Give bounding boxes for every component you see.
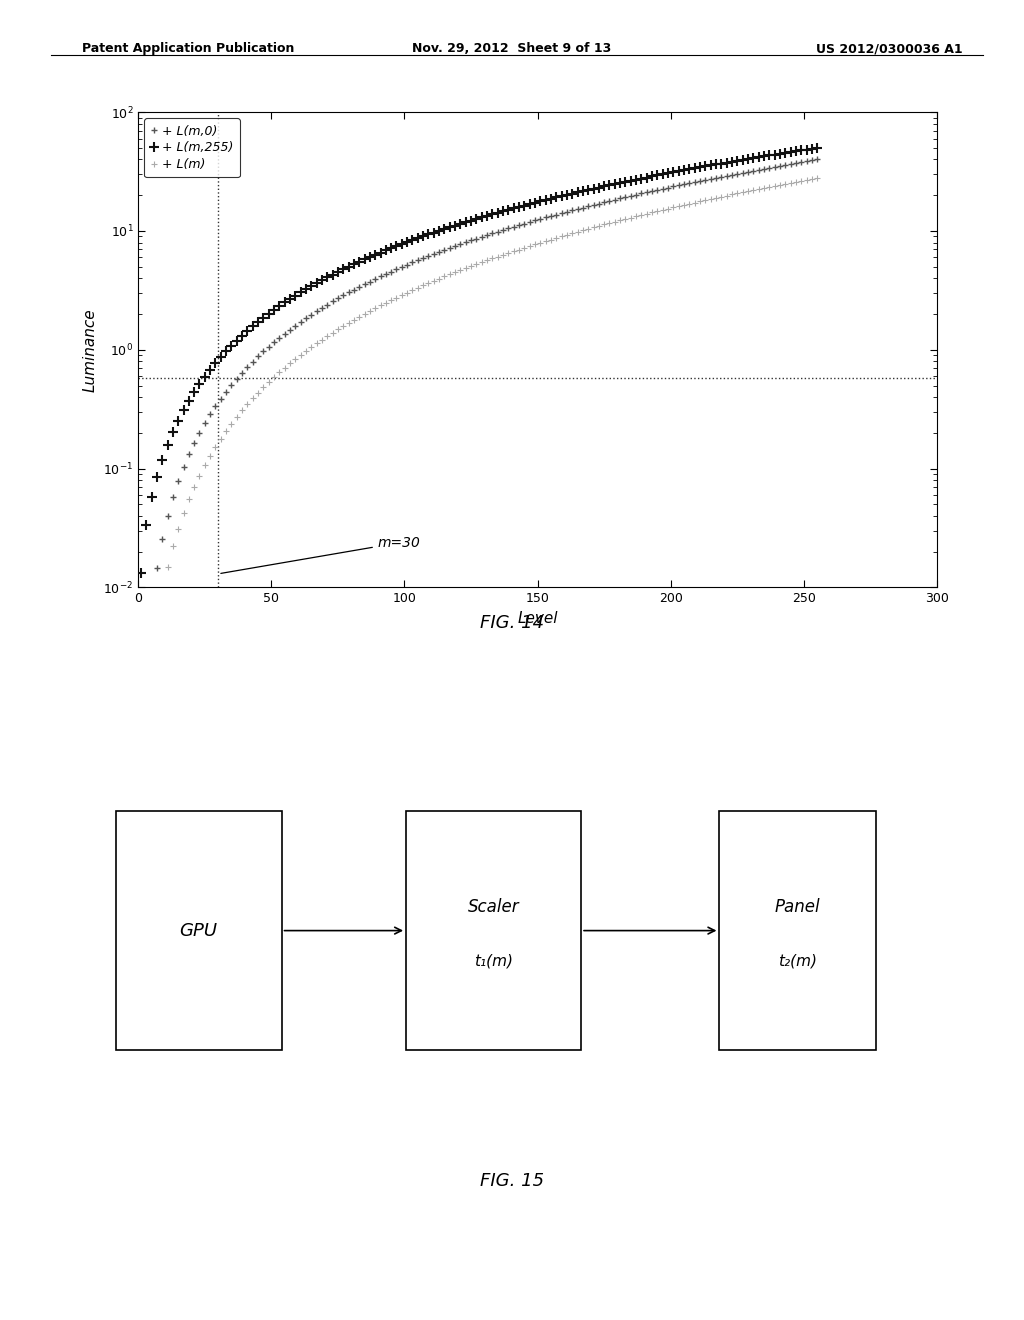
+ L(m) (135, 857, 147, 873)
+ L(m) (486, 251, 499, 267)
Text: US 2012/0300036 A1: US 2012/0300036 A1 (816, 42, 963, 55)
Legend: + L(m,0), + L(m,255), + L(m): + L(m,0), + L(m,255), + L(m) (144, 119, 240, 177)
Text: GPU: GPU (179, 921, 218, 940)
Text: Nov. 29, 2012  Sheet 9 of 13: Nov. 29, 2012 Sheet 9 of 13 (413, 42, 611, 55)
+ L(m,0) (385, 264, 397, 280)
+ L(m,255) (486, 206, 499, 222)
+ L(m) (715, 189, 727, 205)
Text: t₁(m): t₁(m) (474, 953, 513, 969)
+ L(m) (385, 292, 397, 308)
+ L(m) (811, 170, 823, 186)
Text: FIG. 15: FIG. 15 (480, 1172, 544, 1191)
Line: + L(m,255): + L(m,255) (136, 143, 822, 578)
Y-axis label: Luminance: Luminance (83, 308, 97, 392)
+ L(m,255) (811, 140, 823, 156)
+ L(m) (412, 280, 424, 296)
Text: Patent Application Publication: Patent Application Publication (82, 42, 294, 55)
Text: Panel: Panel (775, 898, 820, 916)
+ L(m,0) (715, 169, 727, 185)
Text: FIG. 14: FIG. 14 (480, 614, 544, 632)
Text: Scaler: Scaler (468, 898, 519, 916)
+ L(m,0) (486, 226, 499, 242)
Line: + L(m): + L(m) (138, 176, 820, 867)
FancyBboxPatch shape (406, 810, 582, 1051)
+ L(m,255) (385, 240, 397, 256)
+ L(m,0) (811, 152, 823, 168)
+ L(m,255) (715, 156, 727, 172)
+ L(m,255) (135, 565, 147, 581)
+ L(m,255) (412, 230, 424, 246)
Line: + L(m,0): + L(m,0) (137, 156, 820, 792)
+ L(m,255) (779, 145, 792, 161)
FancyBboxPatch shape (116, 810, 282, 1051)
FancyBboxPatch shape (720, 810, 877, 1051)
Text: t₂(m): t₂(m) (778, 953, 817, 969)
+ L(m) (779, 176, 792, 191)
+ L(m) (300, 343, 312, 359)
X-axis label: Level: Level (517, 611, 558, 626)
Text: m=30: m=30 (221, 536, 421, 573)
+ L(m,255) (300, 281, 312, 297)
+ L(m,0) (135, 780, 147, 796)
+ L(m,0) (412, 252, 424, 268)
+ L(m,0) (300, 310, 312, 326)
+ L(m,0) (779, 157, 792, 173)
